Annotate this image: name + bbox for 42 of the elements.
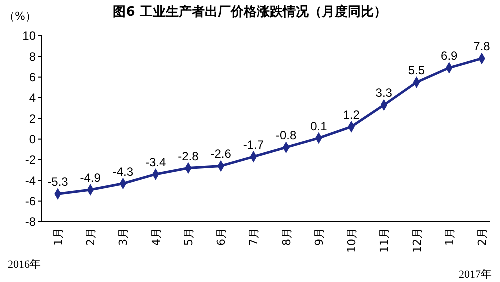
- data-label: 7.8: [474, 40, 491, 54]
- x-tick-label: 12月: [410, 228, 424, 253]
- y-tick-label: -8: [25, 215, 36, 230]
- x-tick-label: 1月: [443, 228, 456, 246]
- x-tick-label: 1月: [52, 228, 65, 246]
- x-tick-label: 3月: [117, 228, 130, 246]
- data-label: -4.3: [112, 164, 134, 179]
- x-tick-label: 6月: [215, 228, 228, 246]
- data-label: -3.4: [146, 155, 167, 170]
- x-tick-label: 7月: [248, 228, 261, 246]
- y-tick-label: 6: [29, 70, 36, 85]
- data-label: 6.9: [441, 49, 458, 64]
- data-label: 0.1: [310, 119, 328, 134]
- text: 2016年: [8, 259, 41, 271]
- x-tick-label: 4月: [150, 228, 163, 246]
- x-tick-label: 11月: [378, 228, 392, 253]
- data-label: -4.9: [80, 170, 102, 185]
- data-label: -2.8: [178, 149, 200, 164]
- data-label: 3.3: [376, 86, 393, 100]
- data-label: -2.6: [210, 147, 232, 162]
- y-axis-title: （%）: [4, 10, 36, 23]
- y-tick-label: 0: [29, 132, 36, 147]
- x-tick-label: 2月: [476, 228, 489, 246]
- data-label: 1.2: [343, 108, 360, 122]
- y-tick-label: 4: [29, 91, 36, 106]
- data-label: -0.8: [276, 128, 297, 143]
- x-tick-label: 5月: [182, 228, 196, 246]
- y-tick-label: 10: [22, 29, 36, 44]
- y-tick-label: -4: [25, 174, 36, 188]
- x-tick-label: 8月: [280, 228, 294, 246]
- y-tick-label: 2: [29, 112, 36, 126]
- x-tick-label: 2月: [84, 228, 98, 246]
- y-tick-label: -2: [25, 153, 36, 168]
- data-label: -5.3: [48, 175, 69, 190]
- chart-title: 图6 工业生产者出厂价格涨跌情况（月度同比）: [113, 4, 387, 20]
- x-tick-label: 10月: [346, 228, 359, 253]
- y-tick-label: 8: [29, 50, 36, 64]
- x-tick-label: 9月: [312, 228, 326, 246]
- data-label: 5.5: [408, 64, 426, 78]
- data-label: -1.7: [243, 138, 264, 152]
- text: 2017年: [459, 269, 492, 281]
- y-tick-label: -6: [25, 194, 36, 209]
